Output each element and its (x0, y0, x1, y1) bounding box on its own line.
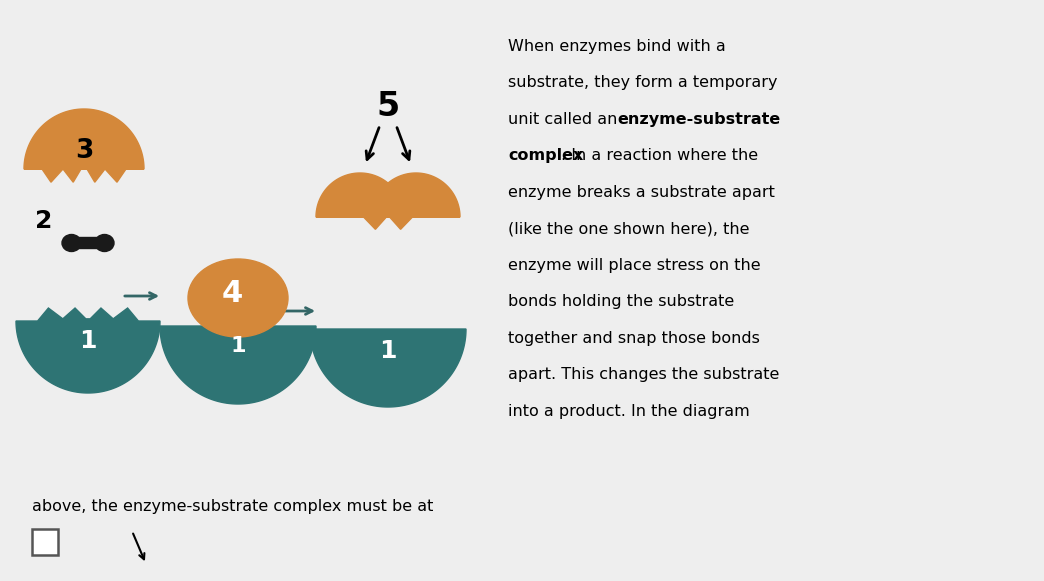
FancyBboxPatch shape (32, 529, 58, 555)
Polygon shape (16, 308, 160, 393)
Text: enzyme will place stress on the: enzyme will place stress on the (508, 258, 761, 273)
Polygon shape (24, 109, 144, 182)
Text: 5: 5 (377, 91, 400, 124)
Text: complex: complex (508, 149, 584, 163)
Text: (like the one shown here), the: (like the one shown here), the (508, 221, 750, 236)
Text: together and snap those bonds: together and snap those bonds (508, 331, 760, 346)
Text: When enzymes bind with a: When enzymes bind with a (508, 39, 726, 54)
Polygon shape (372, 173, 460, 229)
Text: 3: 3 (75, 138, 93, 164)
Text: 1: 1 (79, 329, 97, 353)
Polygon shape (316, 173, 404, 229)
Text: bonds holding the substrate: bonds holding the substrate (508, 295, 734, 310)
Text: enzyme breaks a substrate apart: enzyme breaks a substrate apart (508, 185, 775, 200)
Text: into a product. In the diagram: into a product. In the diagram (508, 404, 750, 419)
Text: 1: 1 (231, 336, 245, 356)
Text: enzyme-substrate: enzyme-substrate (617, 112, 781, 127)
Text: unit called an: unit called an (508, 112, 622, 127)
Text: above, the enzyme-substrate complex must be at: above, the enzyme-substrate complex must… (32, 499, 433, 514)
Ellipse shape (188, 259, 288, 337)
Polygon shape (160, 326, 316, 404)
FancyBboxPatch shape (71, 238, 105, 249)
Text: 4: 4 (221, 279, 242, 309)
Text: 1: 1 (379, 339, 397, 363)
Polygon shape (310, 329, 466, 407)
Text: . In a reaction where the: . In a reaction where the (562, 149, 758, 163)
Text: apart. This changes the substrate: apart. This changes the substrate (508, 368, 780, 382)
Text: 2: 2 (35, 209, 52, 233)
Text: substrate, they form a temporary: substrate, they form a temporary (508, 76, 778, 91)
Ellipse shape (62, 235, 81, 252)
Ellipse shape (95, 235, 114, 252)
